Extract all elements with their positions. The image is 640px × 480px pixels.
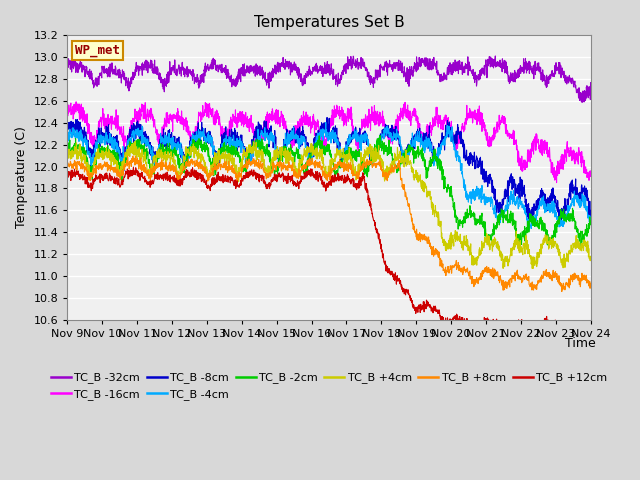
Text: WP_met: WP_met [76,44,120,57]
X-axis label: Time: Time [565,337,596,350]
Legend: TC_B -32cm, TC_B -16cm, TC_B -8cm, TC_B -4cm, TC_B -2cm, TC_B +4cm, TC_B +8cm, T: TC_B -32cm, TC_B -16cm, TC_B -8cm, TC_B … [47,368,611,404]
Title: Temperatures Set B: Temperatures Set B [253,15,404,30]
Y-axis label: Temperature (C): Temperature (C) [15,127,28,228]
